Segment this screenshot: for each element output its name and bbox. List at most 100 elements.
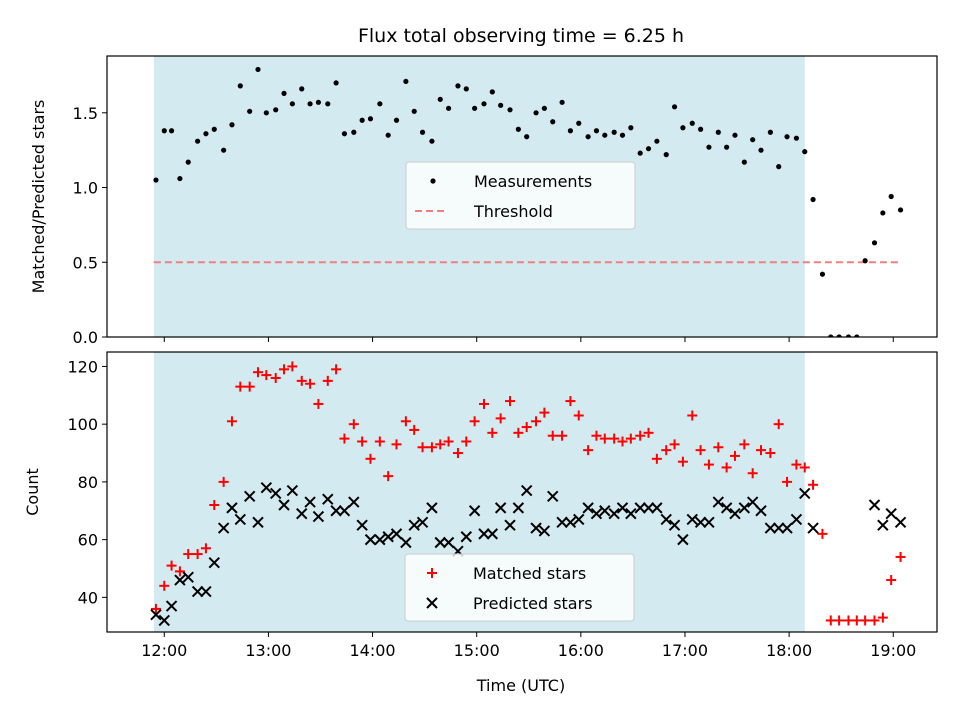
data-point — [226, 502, 238, 514]
data-point — [637, 150, 643, 156]
marker-d2 — [738, 502, 751, 514]
data-point — [382, 531, 394, 543]
marker-d2 — [158, 614, 170, 627]
marker-d2 — [217, 522, 230, 534]
data-point — [695, 445, 706, 456]
marker-d2 — [330, 505, 342, 517]
data-point — [738, 502, 751, 514]
y-tick-label: 0.0 — [73, 328, 98, 347]
marker-d2 — [512, 502, 525, 514]
data-point — [625, 433, 636, 444]
data-point — [289, 101, 295, 107]
data-point — [226, 416, 237, 427]
data-point — [183, 549, 194, 560]
marker-d2 — [660, 513, 672, 526]
data-point — [559, 99, 565, 105]
data-point — [253, 367, 264, 378]
data-point — [168, 128, 175, 134]
data-point — [576, 120, 582, 126]
data-point — [758, 147, 764, 153]
x-tick-label: 19:00 — [870, 641, 916, 660]
chart-title: Flux total observing time = 6.25 h — [358, 25, 684, 47]
data-point — [520, 484, 533, 497]
data-point — [437, 96, 443, 102]
marker-d2 — [616, 502, 629, 514]
marker-d2 — [442, 536, 455, 549]
marker-d2 — [772, 522, 785, 534]
data-point — [836, 334, 842, 337]
bottom-panel-counts: 40 60 80 100 120 12:00 13:00 14:00 15:00 16:00 17:… — [23, 351, 938, 660]
data-point — [781, 522, 793, 534]
marker-d2 — [312, 510, 325, 523]
data-point — [165, 600, 178, 612]
data-point — [741, 159, 747, 165]
data-point — [729, 450, 740, 461]
legend-label: Measurements — [474, 172, 592, 191]
marker-d2 — [252, 516, 264, 529]
data-point — [750, 137, 756, 143]
data-point — [273, 107, 279, 113]
data-point — [357, 436, 368, 447]
data-point — [322, 375, 333, 386]
data-point — [158, 614, 170, 627]
marker-d2 — [174, 574, 186, 586]
marker-d2 — [538, 525, 551, 537]
marker-d2 — [504, 519, 516, 531]
data-point — [452, 448, 463, 459]
marker-d2 — [434, 536, 446, 549]
data-point — [582, 502, 594, 514]
data-point — [677, 533, 689, 546]
data-point — [330, 505, 342, 517]
marker-d2 — [530, 522, 542, 534]
data-point — [504, 519, 516, 531]
data-point — [628, 125, 634, 131]
data-point — [828, 334, 834, 337]
data-point — [703, 459, 714, 470]
marker-d2 — [764, 522, 777, 534]
data-point — [481, 101, 487, 107]
data-point — [897, 207, 904, 213]
data-point — [177, 175, 183, 182]
marker-d2 — [677, 533, 689, 546]
data-point — [252, 516, 264, 529]
data-point — [791, 459, 802, 470]
marker-d2 — [755, 505, 767, 517]
marker-d2 — [781, 522, 793, 534]
data-point — [426, 502, 438, 514]
data-point — [417, 442, 428, 453]
data-point — [385, 132, 391, 138]
data-point — [654, 138, 660, 144]
data-point — [296, 375, 307, 386]
marker-d2 — [382, 531, 394, 543]
data-point — [669, 439, 680, 450]
data-point — [609, 433, 620, 444]
data-point — [619, 132, 626, 138]
data-point — [767, 129, 773, 135]
data-point — [531, 416, 542, 427]
legend: Matched stars Predicted stars — [404, 553, 635, 622]
data-point — [234, 513, 247, 526]
data-point — [616, 502, 629, 514]
marker-d2 — [416, 516, 429, 529]
data-point — [660, 513, 672, 526]
data-point — [192, 549, 203, 560]
data-point — [331, 364, 342, 375]
legend-marker-predicted — [426, 597, 438, 609]
x-tick-label: 13:00 — [245, 641, 291, 660]
data-point — [263, 110, 269, 116]
data-point — [721, 462, 732, 473]
data-point — [182, 571, 194, 583]
data-point — [486, 528, 499, 540]
data-point — [281, 90, 287, 96]
plot-area — [153, 66, 904, 337]
marker-d2 — [226, 502, 238, 514]
marker-d2 — [374, 533, 386, 546]
data-point — [645, 146, 652, 152]
x-axis-label: Time (UTC) — [476, 676, 565, 695]
data-point — [755, 505, 767, 517]
data-point — [208, 557, 220, 569]
data-point — [403, 78, 409, 85]
legend-box — [404, 553, 635, 622]
data-point — [348, 496, 360, 508]
data-point — [377, 101, 383, 107]
